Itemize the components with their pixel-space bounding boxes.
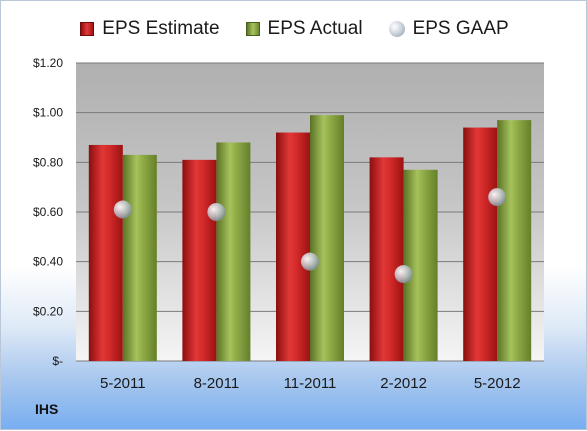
legend-label-actual: EPS Actual xyxy=(267,18,363,39)
x-tick-label: 8-2011 xyxy=(194,375,240,392)
x-tick-label: 5-2012 xyxy=(474,375,521,392)
marker-eps-gaap xyxy=(301,252,319,271)
y-tick-label: $0.60 xyxy=(33,205,63,219)
legend-label-gaap: EPS GAAP xyxy=(412,18,509,39)
y-tick-label: $0.80 xyxy=(33,155,63,169)
bar-eps-actual xyxy=(122,154,157,361)
marker-eps-gaap xyxy=(113,200,132,219)
legend-item-gaap: EPS GAAP xyxy=(388,18,509,40)
bar-eps-estimate xyxy=(276,132,310,361)
marker-eps-gaap xyxy=(488,188,507,207)
bar-eps-actual xyxy=(310,115,344,362)
bar-eps-estimate xyxy=(182,159,217,361)
y-tick-label: $0.20 xyxy=(33,304,63,318)
y-tick-label: $1.00 xyxy=(33,106,63,120)
bar-eps-actual xyxy=(403,169,438,361)
bar-eps-actual xyxy=(497,120,532,361)
gaap-markers xyxy=(113,188,507,284)
legend-swatch-estimate xyxy=(80,22,95,36)
legend-item-actual: EPS Actual xyxy=(245,18,363,40)
legend-label-estimate: EPS Estimate xyxy=(102,18,220,39)
y-axis-ticks: $- $0.20 $0.40 $0.60 $0.80 $1.00 $1.20 xyxy=(33,56,63,368)
marker-eps-gaap xyxy=(394,265,413,284)
bar-eps-estimate xyxy=(88,144,123,361)
legend-item-estimate: EPS Estimate xyxy=(80,18,220,40)
x-axis-ticks: 5-2011 8-2011 11-2011 2-2012 5-2012 xyxy=(100,375,521,392)
x-tick-label: 2-2012 xyxy=(380,375,427,392)
x-tick-label: 5-2011 xyxy=(100,375,146,392)
y-tick-label: $- xyxy=(52,354,63,368)
bar-eps-estimate xyxy=(463,127,498,361)
brand-logo: IHS xyxy=(35,401,59,417)
marker-eps-gaap xyxy=(207,203,226,221)
bar-eps-actual xyxy=(216,142,251,361)
bar-eps-estimate xyxy=(369,157,404,361)
y-tick-label: $0.40 xyxy=(33,255,63,269)
y-tick-label: $1.20 xyxy=(33,56,63,70)
x-tick-label: 11-2011 xyxy=(284,375,337,392)
bars xyxy=(88,115,532,362)
legend-swatch-gaap xyxy=(388,21,405,37)
legend-swatch-actual xyxy=(245,22,260,36)
legend: EPS Estimate EPS Actual EPS GAAP xyxy=(1,13,587,45)
